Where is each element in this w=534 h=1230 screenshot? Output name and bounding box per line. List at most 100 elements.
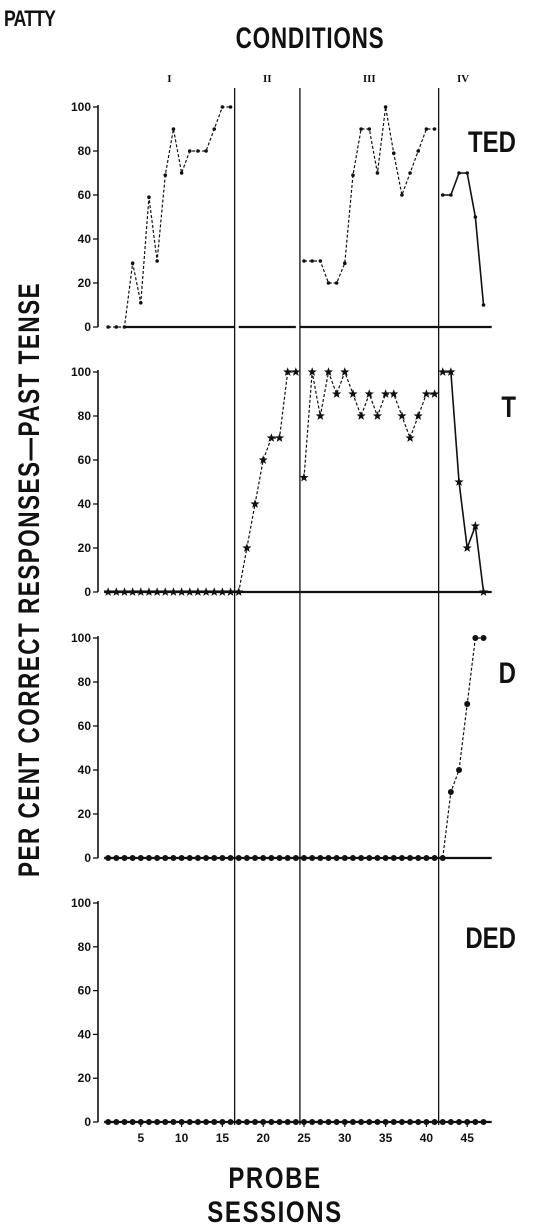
data-point-star: [209, 587, 219, 596]
data-point: [211, 1119, 218, 1125]
data-point: [423, 855, 430, 861]
data-point: [302, 259, 306, 263]
data-point: [187, 149, 192, 153]
condition-label-4: IV: [457, 73, 469, 85]
conditions-title: CONDITIONS: [235, 22, 385, 55]
data-point: [472, 1119, 479, 1125]
data-point: [326, 281, 331, 285]
data-point: [228, 105, 233, 109]
x-tick-label: 5: [137, 1131, 144, 1145]
data-point-star: [274, 433, 285, 442]
data-point-star: [405, 433, 415, 442]
y-tick-label: 60: [78, 453, 92, 467]
data-point: [130, 261, 135, 266]
series-line-d-2: [442, 637, 484, 859]
data-point-star: [177, 587, 187, 596]
y-tick-label: 100: [71, 100, 91, 114]
y-tick-label: 0: [84, 851, 91, 865]
data-point-star: [193, 587, 203, 596]
data-point: [252, 855, 259, 861]
data-point-star: [454, 477, 464, 486]
data-point: [398, 1119, 405, 1125]
y-tick-label: 20: [78, 1071, 92, 1085]
data-point: [284, 1119, 291, 1125]
data-point-star: [413, 411, 423, 420]
data-point: [472, 635, 479, 641]
data-point: [219, 855, 226, 861]
data-point: [415, 855, 422, 861]
y-tick-label: 100: [71, 365, 91, 379]
y-tick-label: 80: [78, 144, 92, 158]
data-point-star: [438, 367, 448, 376]
data-point: [449, 193, 453, 197]
data-point: [423, 1119, 430, 1125]
data-point-star: [136, 587, 146, 596]
data-point: [408, 171, 412, 175]
data-point-star: [315, 411, 325, 420]
x-tick-label: 25: [297, 1131, 311, 1145]
data-point: [358, 1119, 365, 1125]
panel-label-d: D: [499, 655, 516, 689]
data-point-star: [291, 367, 301, 376]
data-point: [334, 281, 339, 285]
data-point: [359, 127, 363, 131]
x-tick-label: 35: [379, 1131, 393, 1145]
panel-d: 0 20 40 60 80 100 D: [71, 631, 516, 865]
data-point: [366, 1119, 373, 1125]
data-point-star: [462, 543, 472, 552]
data-point: [220, 105, 225, 109]
data-point: [309, 1119, 316, 1125]
y-tick-label: 80: [78, 940, 92, 954]
data-point: [268, 855, 275, 861]
data-point: [358, 855, 365, 861]
data-point: [212, 127, 217, 131]
data-point-star: [266, 433, 276, 442]
data-point: [309, 855, 316, 861]
data-point: [391, 151, 396, 155]
data-point: [333, 855, 340, 861]
data-point-star: [128, 587, 138, 596]
data-point: [457, 171, 461, 175]
data-point: [292, 1119, 299, 1125]
data-point-star: [478, 587, 489, 596]
y-tick-label: 0: [84, 1115, 91, 1129]
data-point-star: [356, 411, 366, 420]
data-point: [284, 855, 291, 861]
data-point: [407, 1119, 414, 1125]
data-point: [464, 1119, 471, 1125]
data-point: [139, 301, 143, 305]
series-line-ted-2: [304, 106, 435, 284]
data-point: [227, 1119, 234, 1125]
data-point: [325, 855, 332, 861]
data-point: [129, 855, 136, 861]
panel-ded: 0 20 40 60 80 100 5 10 15 20 25 30 35 40 45 DED: [71, 896, 516, 1145]
data-point-star: [242, 543, 252, 552]
data-point: [235, 1119, 242, 1125]
data-point: [186, 1119, 193, 1125]
data-point: [317, 855, 324, 861]
data-point: [227, 855, 234, 861]
data-point: [424, 127, 429, 131]
data-point: [137, 1119, 144, 1125]
series-line-ted-1: [108, 106, 231, 328]
data-point-star: [307, 367, 317, 376]
data-point: [374, 855, 381, 861]
y-tick-label: 40: [78, 232, 92, 246]
data-point-star: [323, 367, 334, 376]
data-point-star: [217, 587, 227, 596]
data-point: [407, 855, 414, 861]
data-point: [367, 127, 372, 131]
data-point-star: [397, 411, 407, 420]
data-point: [456, 1119, 463, 1125]
data-point-star: [283, 367, 293, 376]
data-point: [106, 325, 110, 329]
data-point-star: [470, 521, 480, 530]
y-tick-label: 40: [78, 497, 92, 511]
data-point-star: [421, 389, 431, 398]
data-point: [137, 855, 144, 861]
multiple-baseline-chart: I II III IV020406080100TED020406080100T0204…: [71, 73, 516, 1145]
data-point: [194, 1119, 201, 1125]
y-tick-label: 0: [84, 585, 91, 599]
subject-label: PATTY: [4, 6, 56, 31]
data-point: [162, 855, 169, 861]
